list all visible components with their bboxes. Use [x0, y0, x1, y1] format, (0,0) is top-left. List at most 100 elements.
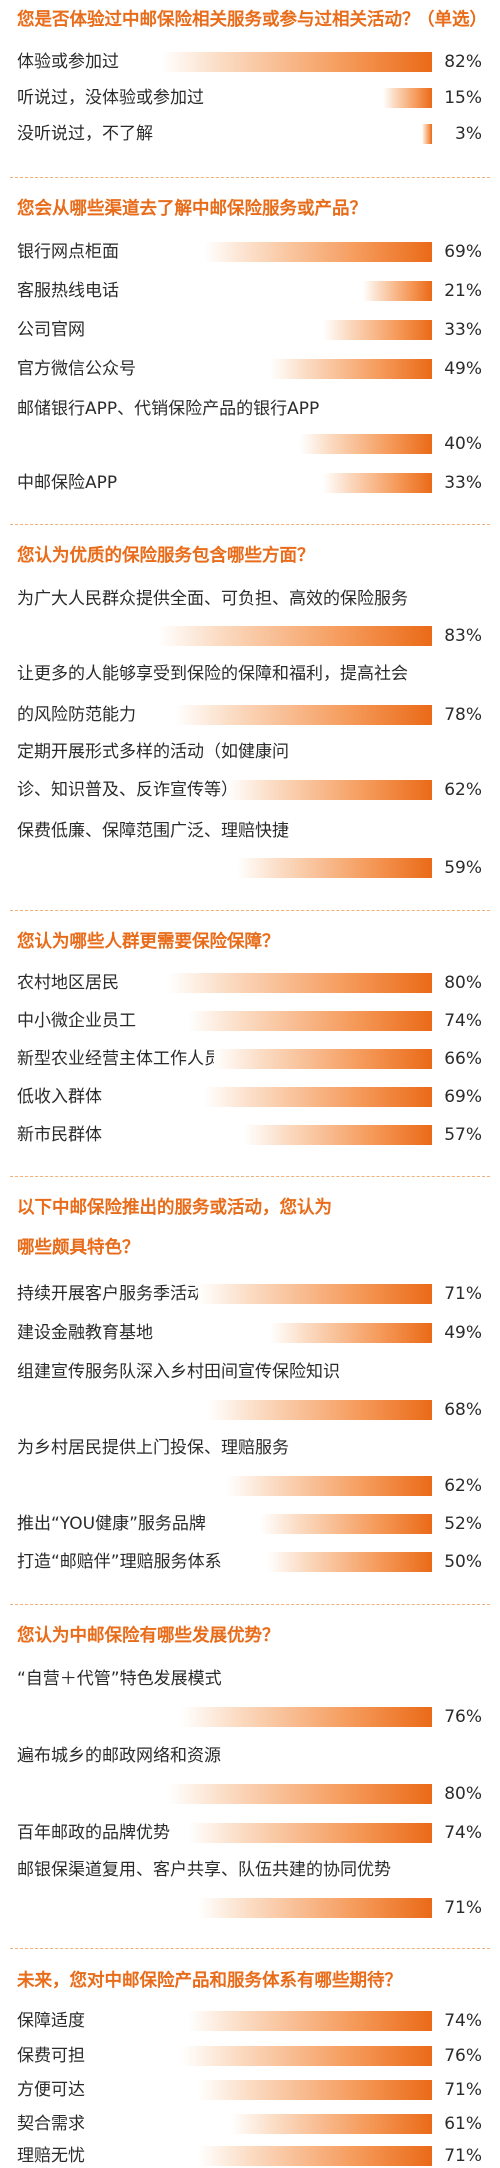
option-label: 中邮保险APP [17, 473, 118, 493]
option-label: 中小微企业员工 [17, 1011, 136, 1031]
question-title: 您是否体验过中邮保险相关服务或参与过相关活动？ （单选） [17, 3, 487, 37]
percentage-bar [197, 1284, 432, 1304]
percentage-bar [323, 320, 432, 340]
percentage-value: 76% [444, 1707, 482, 1727]
percentage-bar [300, 434, 432, 454]
percentage-value: 78% [444, 705, 482, 725]
percentage-bar [197, 1898, 432, 1918]
percentage-bar [187, 1823, 432, 1843]
percentage-value: 69% [444, 242, 482, 262]
percentage-value: 61% [444, 2114, 482, 2134]
option-label: 理赔无忧 [17, 2146, 85, 2166]
section-divider [10, 177, 490, 178]
question-title-line: 以下中邮保险推出的服务或活动，您认为 [17, 1198, 332, 1218]
percentage-bar [204, 1087, 432, 1107]
percentage-bar [181, 2046, 432, 2066]
question-title: 您会从哪些渠道去了解中邮保险服务或产品？ [17, 199, 367, 219]
percentage-value: 71% [444, 1898, 482, 1918]
percentage-value: 82% [444, 52, 482, 72]
percentage-bar [362, 281, 432, 301]
option-label: 低收入群体 [17, 1087, 102, 1107]
section-divider [10, 524, 490, 525]
percentage-bar [174, 705, 432, 725]
percentage-bar [227, 1476, 432, 1496]
option-label: 保费可担 [17, 2046, 85, 2066]
option-label: 让更多的人能够享受到保险的保障和福利，提高社会 [17, 664, 408, 684]
percentage-bar [243, 1125, 432, 1145]
percentage-value: 71% [444, 2080, 482, 2100]
option-label: 持续开展客户服务季活动 [17, 1284, 204, 1304]
section-divider [10, 910, 490, 911]
option-label: 公司官网 [17, 320, 85, 340]
percentage-value: 68% [444, 1400, 482, 1420]
percentage-bar [158, 626, 432, 646]
option-label: 方便可达 [17, 2080, 85, 2100]
percentage-value: 74% [444, 2011, 482, 2031]
percentage-bar [168, 1784, 432, 1804]
percentage-value: 76% [444, 2046, 482, 2066]
question-title-suffix: （单选） [417, 10, 487, 30]
question-title-line: 哪些颇具特色？ [17, 1238, 140, 1258]
percentage-value: 71% [444, 1284, 482, 1304]
percentage-value: 33% [444, 473, 482, 493]
option-label: 的风险防范能力 [17, 705, 136, 725]
percentage-value: 71% [444, 2146, 482, 2166]
percentage-bar [204, 242, 432, 262]
percentage-bar [181, 1707, 432, 1727]
percentage-bar [270, 1323, 432, 1343]
percentage-bar [422, 124, 432, 144]
option-label: 保障适度 [17, 2011, 85, 2031]
percentage-bar [270, 359, 432, 379]
percentage-value: 15% [444, 88, 482, 108]
percentage-value: 40% [444, 434, 482, 454]
question-title: 未来，您对中邮保险产品和服务体系有哪些期待？ [17, 1971, 402, 1991]
percentage-bar [161, 52, 432, 72]
percentage-bar [230, 2114, 432, 2134]
percentage-value: 50% [444, 1552, 482, 1572]
option-label: 邮储银行APP、代销保险产品的银行APP [17, 399, 320, 419]
question-title: 您认为哪些人群更需要保险保障？ [17, 932, 280, 952]
percentage-value: 69% [444, 1087, 482, 1107]
percentage-bar [267, 1552, 432, 1572]
option-label: 打造“邮赔伴”理赔服务体系 [17, 1552, 222, 1572]
percentage-value: 83% [444, 626, 482, 646]
section-divider [10, 1176, 490, 1177]
question-title: 您认为优质的保险服务包含哪些方面？ [17, 546, 315, 566]
percentage-value: 66% [444, 1049, 482, 1069]
percentage-value: 80% [444, 973, 482, 993]
percentage-value: 49% [444, 359, 482, 379]
percentage-bar [227, 780, 432, 800]
option-label: 推出“YOU健康”服务品牌 [17, 1514, 206, 1534]
option-label: 为广大人民群众提供全面、可负担、高效的保险服务 [17, 589, 408, 609]
option-label: 新型农业经营主体工作人员 [17, 1049, 221, 1069]
option-label: 保费低廉、保障范围广泛、理赔快捷 [17, 821, 289, 841]
option-label: 定期开展形式多样的活动（如健康问 [17, 742, 289, 762]
percentage-bar [237, 858, 432, 878]
option-label: 银行网点柜面 [17, 242, 119, 262]
option-label: 听说过，没体验或参加过 [17, 88, 204, 108]
percentage-value: 80% [444, 1784, 482, 1804]
option-label: “自营＋代管”特色发展模式 [17, 1669, 222, 1689]
option-label: 官方微信公众号 [17, 359, 136, 379]
percentage-value: 74% [444, 1823, 482, 1843]
percentage-value: 62% [444, 1476, 482, 1496]
percentage-value: 21% [444, 281, 482, 301]
question-title: 您认为中邮保险有哪些发展优势？ [17, 1626, 280, 1646]
percentage-value: 62% [444, 780, 482, 800]
option-label: 诊、知识普及、反诈宣传等） [17, 780, 238, 800]
option-label: 百年邮政的品牌优势 [17, 1823, 170, 1843]
percentage-value: 74% [444, 1011, 482, 1031]
option-label: 建设金融教育基地 [17, 1323, 153, 1343]
percentage-value: 3% [455, 124, 482, 144]
option-label: 遍布城乡的邮政网络和资源 [17, 1746, 221, 1766]
percentage-value: 52% [444, 1514, 482, 1534]
option-label: 没听说过，不了解 [17, 124, 153, 144]
option-label: 新市民群体 [17, 1125, 102, 1145]
percentage-bar [214, 1049, 432, 1069]
percentage-bar [197, 2146, 432, 2166]
percentage-bar [382, 88, 432, 108]
section-divider [10, 1604, 490, 1605]
percentage-value: 57% [444, 1125, 482, 1145]
percentage-value: 59% [444, 858, 482, 878]
